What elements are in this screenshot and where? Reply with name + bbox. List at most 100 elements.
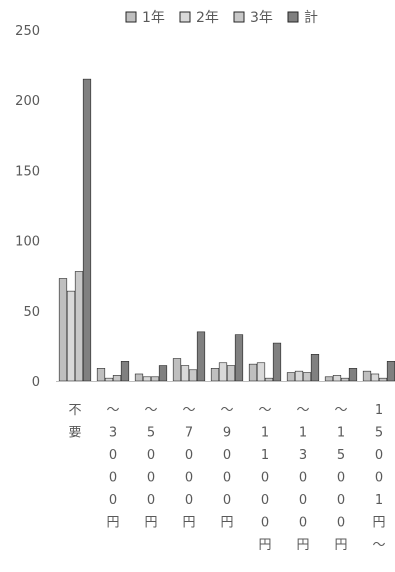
bar-3-5 <box>226 365 236 382</box>
y-tick-label: 200 <box>15 94 40 109</box>
x-category-label-char: ～ <box>296 403 309 418</box>
bar-4-8 <box>348 368 358 382</box>
x-category-label-char: 不 <box>68 403 81 418</box>
bar-1-4 <box>172 358 182 382</box>
x-category-label-char: 0 <box>185 448 193 463</box>
bar-1-5 <box>210 368 220 382</box>
y-tick-label: 250 <box>15 24 40 39</box>
bars <box>58 78 395 382</box>
x-category-label-char: 円 <box>334 538 347 553</box>
x-category-label-char: 3 <box>109 426 117 441</box>
x-category-label-char: 1 <box>375 493 383 508</box>
x-category-label-char: 円 <box>220 516 233 531</box>
bar-2-8 <box>332 375 342 382</box>
bar-1-1 <box>58 278 68 382</box>
x-category-label-char: 0 <box>337 493 345 508</box>
x-category-label-char: 要 <box>68 426 81 441</box>
bar-2-2 <box>104 377 114 382</box>
x-category-label-char: 0 <box>147 471 155 486</box>
x-category-label-char: 0 <box>109 471 117 486</box>
bar-3-9 <box>378 377 388 382</box>
bar-4-9 <box>386 361 395 382</box>
bar-4-2 <box>120 361 130 382</box>
x-category-label-char: ～ <box>220 403 233 418</box>
y-tick-label: 150 <box>15 164 40 179</box>
x-category-label-char: 0 <box>299 493 307 508</box>
bar-4-4 <box>196 331 206 382</box>
legend-label: 計 <box>304 10 318 26</box>
x-category-label-char: 1 <box>375 403 383 418</box>
x-category-label-char: 7 <box>185 426 193 441</box>
bar-2-3 <box>142 376 152 382</box>
bar-4-6 <box>272 342 282 382</box>
bar-1-9 <box>362 370 372 382</box>
x-category-label-char: 9 <box>223 426 231 441</box>
x-category-label-char: 0 <box>337 471 345 486</box>
y-tick-label: 50 <box>23 305 40 320</box>
x-category-label-char: 0 <box>337 516 345 531</box>
bar-2-6 <box>256 362 266 382</box>
x-category-label-char: 円 <box>296 538 309 553</box>
bar-3-8 <box>340 377 350 382</box>
legend-label: 3年 <box>250 10 273 26</box>
x-category-label-char: 0 <box>223 471 231 486</box>
x-category-label-char: 円 <box>372 516 385 531</box>
bar-1-2 <box>96 368 106 382</box>
bar-4-1 <box>82 78 92 382</box>
x-category-label-char: 3 <box>299 448 307 463</box>
x-category-label-char: ～ <box>258 403 271 418</box>
y-axis: 0 50 100 150 200 250 <box>15 24 40 390</box>
y-tick-label: 0 <box>32 375 40 390</box>
x-category-label-char: 0 <box>375 448 383 463</box>
x-category-label-char: 0 <box>223 448 231 463</box>
bar-2-9 <box>370 373 380 382</box>
x-category-label-char: 0 <box>147 493 155 508</box>
x-category-label-char: 円 <box>258 538 271 553</box>
legend-swatch <box>287 11 299 23</box>
x-axis: 不要 ～ 3 0 0 0 円 ～ 5 0 0 0 円 ～ 7 0 0 0 円 ～ 9 0 0 0 円 ～ 1 1 0 0 0 円 ～ 1 3 0 0 0 円… <box>56 381 395 553</box>
x-category-label-char: 円 <box>144 516 157 531</box>
x-category-label-char: 0 <box>185 471 193 486</box>
legend-swatch <box>179 11 191 23</box>
bar-2-7 <box>294 370 304 382</box>
x-category-label-char: 0 <box>375 471 383 486</box>
x-category-label-char: ～ <box>372 538 385 553</box>
x-category-label-char: 0 <box>261 516 269 531</box>
bar-3-7 <box>302 372 312 382</box>
bar-3-4 <box>188 369 198 382</box>
x-category-label-char: 円 <box>182 516 195 531</box>
x-category-label-char: ～ <box>334 403 347 418</box>
x-category-label-char: 1 <box>261 448 269 463</box>
bar-3-6 <box>264 377 274 382</box>
bar-4-5 <box>234 334 244 382</box>
legend-label: 1年 <box>142 10 165 26</box>
bar-1-8 <box>324 376 334 382</box>
bar-2-5 <box>218 362 228 382</box>
x-category-label-char: 円 <box>106 516 119 531</box>
bar-1-6 <box>248 363 258 382</box>
legend-swatch <box>125 11 137 23</box>
x-category-label-char: 5 <box>375 426 383 441</box>
x-category-label-char: 0 <box>109 493 117 508</box>
bar-2-1 <box>66 290 76 382</box>
x-category-label-char: ～ <box>182 403 195 418</box>
x-category-label-char: 0 <box>147 448 155 463</box>
x-category-label-char: 5 <box>147 426 155 441</box>
bar-2-4 <box>180 365 190 382</box>
bar-1-3 <box>134 373 144 382</box>
bar-1-7 <box>286 372 296 382</box>
x-category-label-char: 1 <box>299 426 307 441</box>
bar-4-7 <box>310 354 320 382</box>
x-category-label-char: 0 <box>261 471 269 486</box>
bar-4-3 <box>158 365 168 382</box>
x-category-label-char: 0 <box>223 493 231 508</box>
legend-label: 2年 <box>196 10 219 26</box>
x-category-label-char: 0 <box>109 448 117 463</box>
x-category-label-char: ～ <box>106 403 119 418</box>
bar-3-3 <box>150 376 160 382</box>
x-category-label-char: 1 <box>337 426 345 441</box>
legend: 1年 2年 3年 計 <box>125 10 318 26</box>
bar-3-1 <box>74 271 84 382</box>
bar-3-2 <box>112 375 122 382</box>
legend-swatch <box>233 11 245 23</box>
